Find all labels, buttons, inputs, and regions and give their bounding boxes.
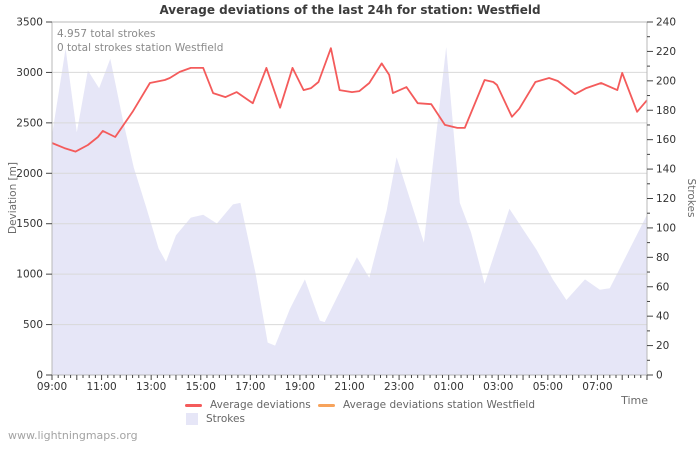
- tick-label: 200: [656, 75, 676, 87]
- legend-item-station-deviations: Average deviations station Westfield: [318, 399, 535, 411]
- tick-label: 0: [656, 370, 663, 382]
- tick-label: 2500: [16, 117, 43, 129]
- tick-label: 140: [656, 164, 676, 176]
- legend-item-strokes: Strokes: [186, 413, 245, 425]
- annotation-station-strokes: 0 total strokes station Westfield: [57, 42, 224, 54]
- tick-label: 05:00: [533, 381, 563, 393]
- y-left-axis-title: Deviation [m]: [7, 162, 19, 234]
- tick-label: 60: [656, 281, 669, 293]
- tick-label: 21:00: [334, 381, 364, 393]
- legend-swatch-strokes: [186, 413, 198, 425]
- tick-label: 2000: [16, 168, 43, 180]
- legend-label: Average deviations station Westfield: [343, 399, 536, 411]
- tick-label: 180: [656, 105, 676, 117]
- tick-label: 500: [23, 319, 43, 331]
- tick-label: 17:00: [235, 381, 265, 393]
- tick-label: 0: [36, 370, 43, 382]
- tick-label: 3000: [16, 67, 43, 79]
- y-right-axis-title: Strokes: [685, 178, 697, 218]
- tick-label: 15:00: [186, 381, 216, 393]
- tick-label: 11:00: [86, 381, 116, 393]
- strokes-area-series: [52, 47, 647, 375]
- legend-swatch-station-deviations: [318, 403, 335, 407]
- tick-label: 100: [656, 222, 676, 234]
- tick-label: 23:00: [384, 381, 414, 393]
- footer-link[interactable]: www.lightningmaps.org: [8, 429, 138, 442]
- tick-label: 3500: [16, 17, 43, 29]
- tick-label: 40: [656, 311, 669, 323]
- legend-item-average-deviations: Average deviations: [185, 399, 311, 411]
- x-axis-title: Time: [621, 394, 648, 407]
- legend-swatch-average-deviations: [185, 403, 202, 407]
- tick-label: 160: [656, 134, 676, 146]
- legend-label: Average deviations: [210, 399, 311, 411]
- tick-label: 07:00: [582, 381, 612, 393]
- tick-label: 20: [656, 340, 669, 352]
- tick-label: 240: [656, 17, 676, 29]
- tick-label: 01:00: [434, 381, 464, 393]
- tick-label: 120: [656, 193, 676, 205]
- annotations: 4.957 total strokes 0 total strokes stat…: [57, 27, 223, 55]
- chart-title: Average deviations of the last 24h for s…: [159, 3, 541, 17]
- deviation-line-series: [51, 47, 648, 153]
- tick-label: 220: [656, 46, 676, 58]
- legend-label: Strokes: [206, 413, 245, 425]
- tick-label: 13:00: [136, 381, 166, 393]
- annotation-total-strokes: 4.957 total strokes: [57, 28, 156, 40]
- tick-label: 19:00: [285, 381, 315, 393]
- tick-label: 80: [656, 252, 669, 264]
- tick-label: 09:00: [37, 381, 67, 393]
- tick-label: 1000: [16, 269, 43, 281]
- tick-label: 1500: [16, 218, 43, 230]
- tick-label: 03:00: [483, 381, 513, 393]
